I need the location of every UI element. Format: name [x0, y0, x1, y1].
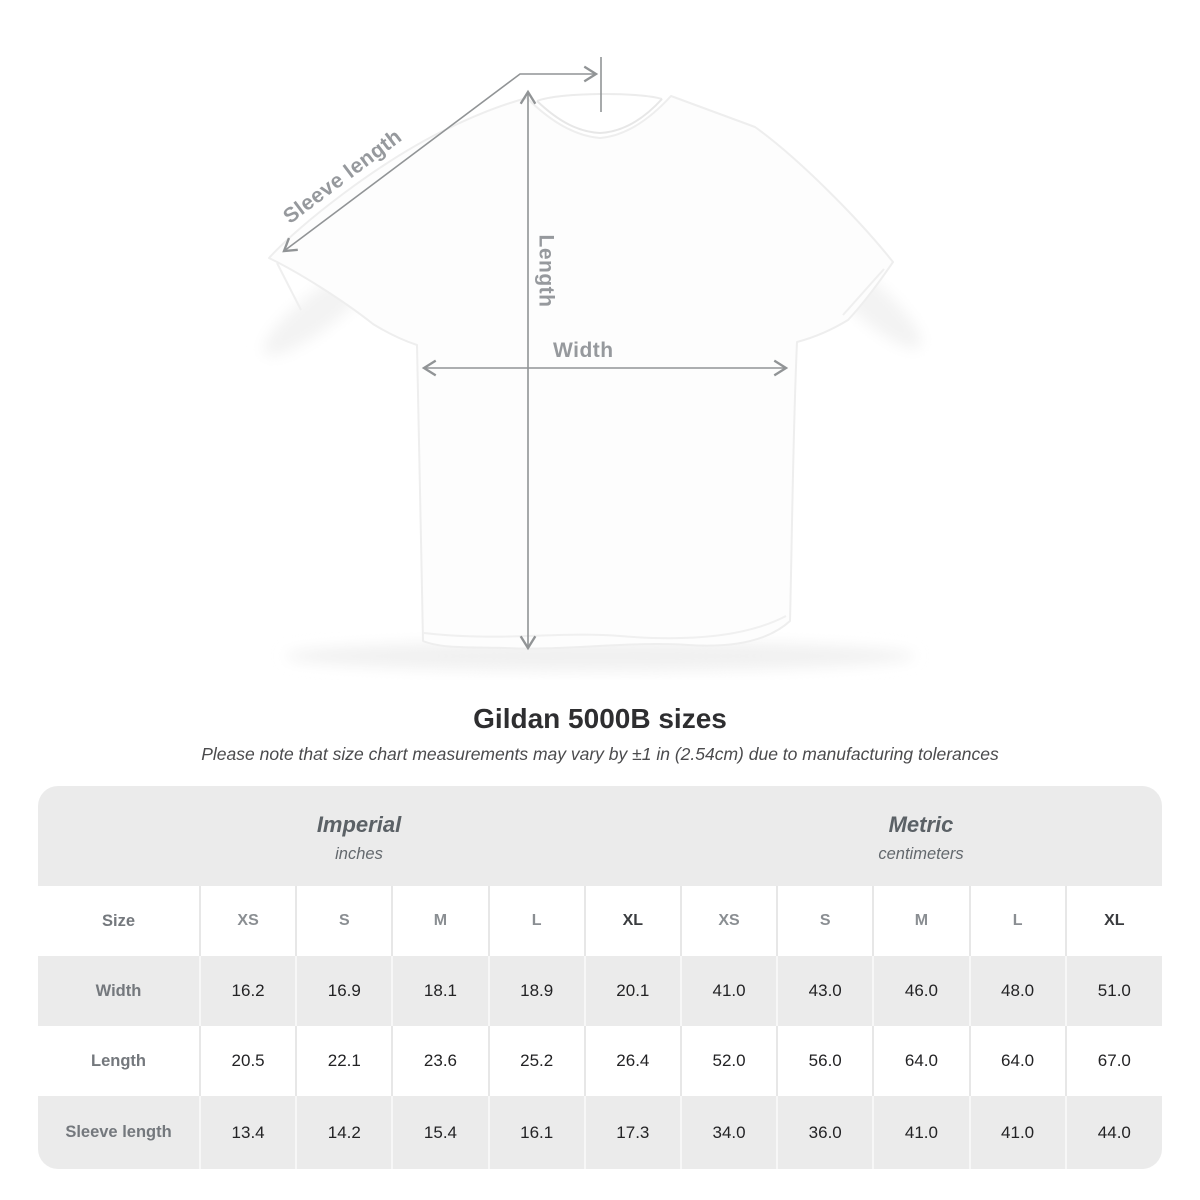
length-imperial-m: 23.6 — [391, 1026, 489, 1096]
table-row-width: Width 16.2 16.9 18.1 18.9 20.1 41.0 43.0… — [38, 956, 1162, 1026]
metric-unit-label: centimeters — [878, 845, 964, 863]
measurement-arrows — [282, 57, 789, 651]
col-header-metric-m: M — [872, 886, 970, 956]
sleeve-imperial-xl: 17.3 — [583, 1096, 681, 1169]
table-row-sleeve-length: Sleeve length 13.4 14.2 15.4 16.1 17.3 3… — [38, 1096, 1162, 1169]
row-label-length: Length — [91, 1051, 146, 1070]
size-table: Size XS S M L XL XS S M L XL Width 16.2 … — [38, 886, 1162, 1169]
sleeve-imperial-xs: 13.4 — [198, 1096, 297, 1169]
length-metric-s: 56.0 — [776, 1026, 874, 1096]
col-header-imperial-l: L — [487, 886, 585, 956]
width-imperial-s: 16.9 — [295, 956, 393, 1026]
width-metric-xs: 41.0 — [679, 956, 778, 1026]
sleeve-length-arrow — [282, 65, 599, 253]
table-row-length: Length 20.5 22.1 23.6 25.2 26.4 52.0 56.… — [38, 1026, 1162, 1096]
col-header-imperial-xs: XS — [198, 886, 297, 956]
row-label-sleeve-length: Sleeve length — [65, 1123, 172, 1141]
size-column-header: Size — [101, 911, 136, 930]
size-header-row: Size XS S M L XL XS S M L XL — [38, 886, 1162, 956]
col-header-metric-xl: XL — [1064, 886, 1162, 956]
length-imperial-xs: 20.5 — [198, 1026, 297, 1096]
sleeve-metric-xl: 44.0 — [1064, 1096, 1162, 1169]
length-label: Length — [534, 234, 558, 308]
sleeve-metric-l: 41.0 — [968, 1096, 1066, 1169]
unit-group-header: Imperial inches Metric centimeters — [38, 786, 1162, 886]
width-metric-xl: 51.0 — [1064, 956, 1162, 1026]
metric-group-label: Metric — [888, 812, 954, 837]
size-chart: Imperial inches Metric centimeters Size … — [38, 786, 1162, 1169]
sleeve-metric-xs: 34.0 — [679, 1096, 778, 1169]
width-metric-s: 43.0 — [776, 956, 874, 1026]
width-metric-l: 48.0 — [968, 956, 1066, 1026]
metric-group: Metric centimeters — [680, 786, 1162, 886]
length-metric-m: 64.0 — [872, 1026, 970, 1096]
tolerance-note: Please note that size chart measurements… — [201, 744, 999, 764]
sleeve-metric-s: 36.0 — [776, 1096, 874, 1169]
page-title: Gildan 5000B sizes — [473, 703, 727, 734]
width-metric-m: 46.0 — [872, 956, 970, 1026]
width-imperial-xl: 20.1 — [583, 956, 681, 1026]
imperial-group: Imperial inches — [38, 786, 680, 886]
tshirt-measurement-figure: Sleeve length Length Width — [263, 57, 922, 671]
col-header-metric-l: L — [968, 886, 1066, 956]
length-metric-l: 64.0 — [968, 1026, 1066, 1096]
col-header-metric-xs: XS — [679, 886, 778, 956]
sleeve-imperial-s: 14.2 — [295, 1096, 393, 1169]
length-metric-xs: 52.0 — [679, 1026, 778, 1096]
width-imperial-m: 18.1 — [391, 956, 489, 1026]
width-imperial-xs: 16.2 — [198, 956, 297, 1026]
width-imperial-l: 18.9 — [487, 956, 585, 1026]
row-label-width: Width — [95, 981, 142, 1000]
col-header-imperial-m: M — [391, 886, 489, 956]
col-header-imperial-s: S — [295, 886, 393, 956]
sleeve-metric-m: 41.0 — [872, 1096, 970, 1169]
imperial-unit-label: inches — [335, 845, 383, 863]
sleeve-imperial-l: 16.1 — [487, 1096, 585, 1169]
col-header-metric-s: S — [776, 886, 874, 956]
length-imperial-s: 22.1 — [295, 1026, 393, 1096]
imperial-group-label: Imperial — [316, 812, 402, 837]
length-imperial-xl: 26.4 — [583, 1026, 681, 1096]
length-metric-xl: 67.0 — [1064, 1026, 1162, 1096]
col-header-imperial-xl: XL — [583, 886, 681, 956]
width-label: Width — [553, 339, 614, 362]
length-imperial-l: 25.2 — [487, 1026, 585, 1096]
sleeve-imperial-m: 15.4 — [391, 1096, 489, 1169]
